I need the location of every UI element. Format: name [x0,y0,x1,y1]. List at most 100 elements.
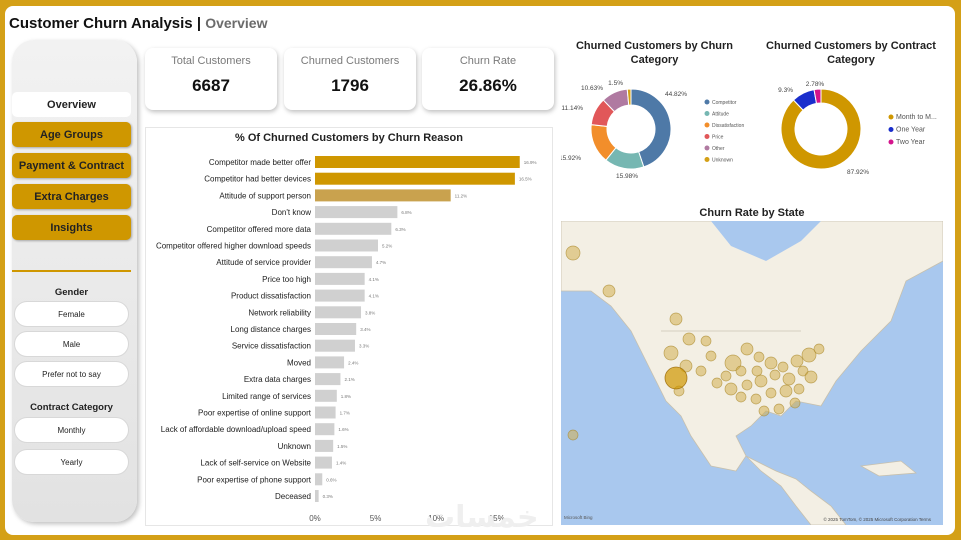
bar-category-label: Attitude of service provider [216,258,311,267]
state-bubble[interactable] [720,370,732,382]
legend-swatch [704,157,710,162]
state-bubble[interactable] [682,332,696,346]
bar[interactable] [315,306,362,319]
state-bubble[interactable] [735,391,747,403]
legend-swatch [888,114,894,120]
nav-age-groups-button[interactable]: Age Groups [12,122,131,147]
churn-category-donut: 44.82% 15.98% 15.92% 11.14% 10.63% 1.5% Compet… [561,80,744,180]
bar[interactable] [315,206,398,219]
churn-map[interactable]: Microsoft Bing © 2025 TomTom, © 2025 Mic… [561,221,943,525]
state-bubble[interactable] [724,382,738,396]
state-bubble[interactable] [813,343,825,355]
state-bubble[interactable] [735,365,747,377]
contract-category-chart-title: Churned Customers by Contract Category [766,40,936,66]
bar[interactable] [315,172,515,185]
bar[interactable] [315,272,365,285]
state-bubble[interactable] [740,342,754,356]
state-bubble[interactable] [679,359,693,373]
bar[interactable] [315,423,335,436]
bar[interactable] [315,389,337,402]
legend-label[interactable]: Price [712,135,724,141]
state-bubble[interactable] [797,365,809,377]
state-bubble[interactable] [695,365,707,377]
state-bubble[interactable] [754,374,768,388]
bar[interactable] [315,256,372,269]
state-bubble[interactable] [793,383,805,395]
donut-slice[interactable] [626,88,632,106]
contract-option-monthly[interactable]: Monthly [14,417,129,443]
state-bubble[interactable] [663,345,679,361]
state-bubble[interactable] [764,356,778,370]
state-bubble[interactable] [724,354,742,372]
state-bubble[interactable] [789,397,801,409]
nav-overview-button[interactable]: Overview [12,92,131,117]
bar[interactable] [315,239,378,252]
state-bubble[interactable] [602,284,616,298]
bar[interactable] [315,323,357,335]
legend-swatch [704,145,710,151]
state-bubbles [565,245,825,441]
legend-label[interactable]: One Year [896,127,926,134]
gender-slicer-title: Gender [54,287,89,298]
state-bubble[interactable] [801,347,817,363]
state-bubble[interactable] [790,354,804,368]
contract-slicer-title: Contract Category [30,402,113,413]
state-bubble[interactable] [700,335,712,347]
state-bubble[interactable] [769,369,781,381]
bar-category-label: Extra data charges [244,375,311,384]
state-bubble[interactable] [705,350,717,362]
nav-insights-button[interactable]: Insights [12,215,131,240]
state-bubble[interactable] [782,372,796,386]
bar-data-label: 1.5% [337,444,347,449]
bar[interactable] [315,339,355,352]
state-bubble[interactable] [751,365,763,377]
state-bubble[interactable] [565,245,581,261]
legend-label[interactable]: Competitor [712,100,737,106]
legend-label[interactable]: Month to M... [896,114,937,121]
bar[interactable] [315,439,334,452]
bar[interactable] [315,356,345,369]
nav-extra-charges-button[interactable]: Extra Charges [12,184,131,209]
state-bubble[interactable] [567,429,579,441]
bar-category-label: Long distance charges [231,325,312,334]
bar[interactable] [315,289,365,302]
map-land-central-america [745,455,847,525]
bar[interactable] [315,456,332,469]
bar-data-label: 1.7% [340,411,350,416]
legend-label[interactable]: Dissatisfaction [712,123,744,129]
nav-payment-contract-button[interactable]: Payment & Contract [12,153,131,178]
bar-data-label: 2.4% [348,360,358,365]
state-bubble[interactable] [779,384,793,398]
state-bubble[interactable] [741,379,753,391]
state-bubble-california[interactable] [664,366,688,390]
bar[interactable] [315,490,319,502]
donut-slice[interactable] [780,88,862,170]
kpi-label: Churned Customers [300,55,400,67]
legend-label[interactable]: Other [712,146,725,152]
gender-option-male[interactable]: Male [14,331,129,357]
donut-slice[interactable] [630,88,672,168]
contract-option-yearly[interactable]: Yearly [14,449,129,475]
state-bubble[interactable] [750,393,762,405]
bar[interactable] [315,156,520,168]
gender-option-female[interactable]: Female [14,301,129,327]
state-bubble[interactable] [669,312,683,326]
bar[interactable] [315,222,392,235]
bar[interactable] [315,473,323,486]
state-bubble[interactable] [804,370,818,384]
legend-label[interactable]: Attitude [712,112,729,118]
bar[interactable] [315,373,341,386]
state-bubble[interactable] [753,351,765,363]
kpi-churn-rate: Churn Rate 26.86% [422,48,554,110]
bar[interactable] [315,406,336,419]
state-bubble[interactable] [765,387,777,399]
state-bubble[interactable] [758,405,770,417]
bar[interactable] [315,189,451,202]
gender-option-prefer-not[interactable]: Prefer not to say [14,361,129,387]
legend-label[interactable]: Unknown [712,158,733,164]
state-bubble[interactable] [773,403,785,415]
donut-slice[interactable] [813,88,822,104]
legend-label[interactable]: Two Year [896,139,925,146]
state-bubble[interactable] [777,361,789,373]
state-bubble[interactable] [711,377,723,389]
